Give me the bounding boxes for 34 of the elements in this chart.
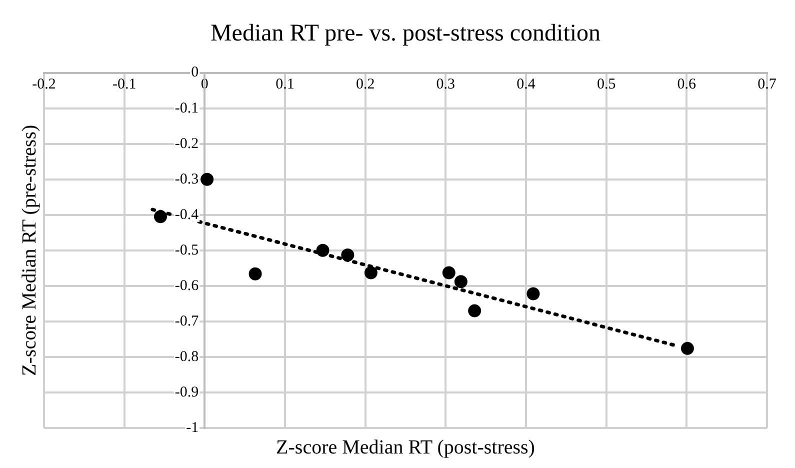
point [341,248,354,262]
y-tick-label: -0.8 [174,348,199,365]
point [454,275,468,288]
y-tick-label: -0.3 [174,171,199,188]
point [200,172,214,186]
point [442,266,456,280]
point [680,342,694,355]
y-tick-label: -0.6 [174,278,200,294]
x-tick-label: 0.2 [356,76,375,93]
point [526,287,540,300]
y-tick-label: -1 [186,420,199,436]
point [316,244,330,257]
y-tick-label: -0.1 [174,100,199,116]
point [154,210,167,224]
y-tick-label: -0.5 [174,242,199,258]
x-tick-label: 0.7 [758,76,777,93]
x-tick-label: -0.1 [112,76,136,93]
y-tick-label: -0.2 [174,136,199,152]
y-tick-label: 0 [191,64,199,81]
x-tick-label: 0.6 [677,76,697,93]
x-tick-label: -0.2 [32,76,56,93]
point [364,266,378,280]
point [248,267,262,280]
x-tick-label: 0.1 [276,76,294,93]
x-tick-label: 0.4 [516,76,536,93]
chart-title: Median RT pre- vs. post-stress condition [210,20,601,47]
y-axis-title: Z-score Median RT (pre-stress) [18,124,40,376]
y-tick-label: -0.9 [174,384,199,400]
x-tick-label: 0.3 [436,76,456,93]
x-tick-label: 0.5 [596,76,616,93]
x-axis-title: Z-score Median RT (post-stress) [276,436,535,458]
point [468,304,482,318]
y-tick-label: -0.4 [174,206,200,223]
y-tick-label: -0.7 [174,313,200,330]
